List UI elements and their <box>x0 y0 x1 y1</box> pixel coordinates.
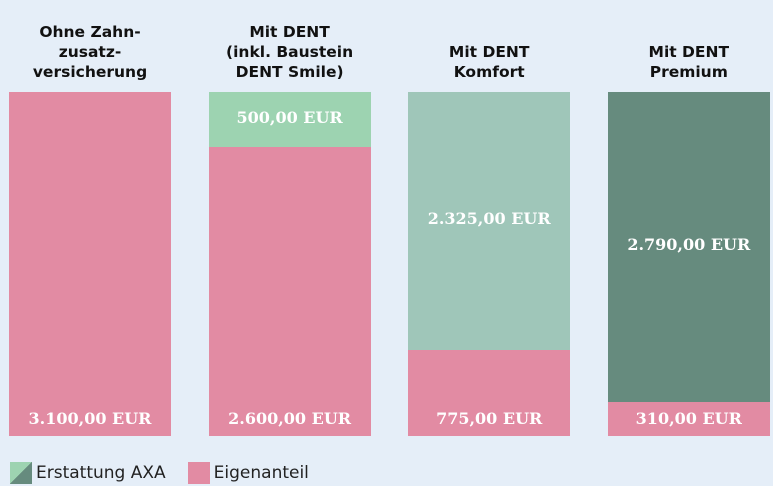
value-label: 775,00 EUR <box>436 409 543 428</box>
bar-segment <box>208 92 371 148</box>
bar-segment <box>607 92 770 402</box>
bar-segment <box>408 350 571 436</box>
legend-swatch <box>187 462 210 484</box>
bar-header: Ohne Zahn- zusatz- versicherung <box>32 23 148 81</box>
bar-header: Mit DENT Premium <box>648 43 730 81</box>
value-label: 3.100,00 EUR <box>28 409 152 428</box>
value-label: 310,00 EUR <box>635 409 742 428</box>
legend-label: Eigenanteil <box>213 463 309 483</box>
bar-header: Mit DENT (inkl. Baustein DENT Smile) <box>226 23 354 81</box>
legend-swatch <box>10 462 32 484</box>
legend-item: Eigenanteil <box>187 462 309 484</box>
legend-label: Erstattung AXA <box>36 463 166 483</box>
legend-item: Erstattung AXA <box>10 462 166 484</box>
bar-segment <box>208 147 371 436</box>
bar-segment <box>607 401 770 436</box>
bar-header: Mit DENT Komfort <box>448 43 530 81</box>
bar-segment <box>9 92 171 436</box>
legend: Erstattung AXA Eigenanteil <box>10 462 309 484</box>
bar-segment <box>408 92 571 350</box>
value-label: 2.600,00 EUR <box>228 409 352 428</box>
value-label: 2.325,00 EUR <box>427 209 551 228</box>
value-label: 500,00 EUR <box>236 107 343 127</box>
value-label: 2.790,00 EUR <box>627 234 751 254</box>
